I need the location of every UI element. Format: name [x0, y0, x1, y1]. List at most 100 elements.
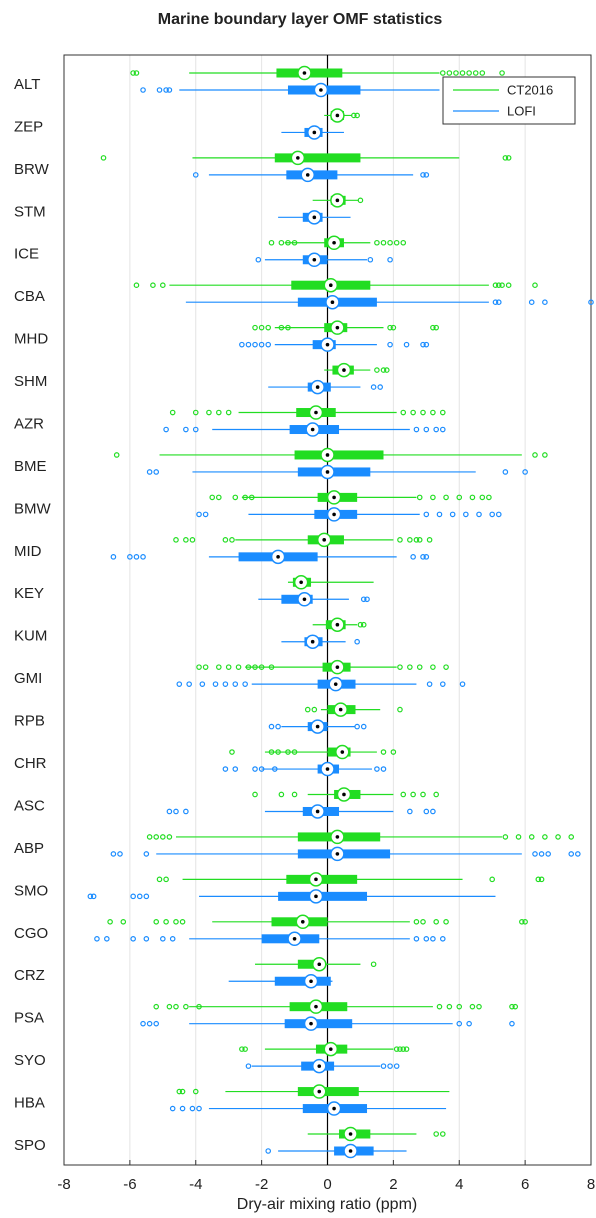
box — [284, 1019, 353, 1029]
x-tick-label: -8 — [57, 1176, 70, 1193]
outlier — [153, 834, 160, 840]
outlier — [423, 808, 430, 815]
outlier — [387, 239, 393, 246]
median-dot — [310, 639, 315, 644]
outlier — [416, 664, 423, 670]
outlier — [472, 70, 479, 76]
outlier — [192, 172, 199, 178]
outlier — [173, 918, 179, 925]
outlier — [140, 87, 146, 93]
outlier — [153, 1003, 160, 1010]
outlier — [499, 282, 505, 289]
outlier — [463, 511, 469, 518]
y-tick-label: CBA — [14, 288, 45, 305]
outlier — [387, 256, 393, 263]
median-dot — [338, 707, 343, 712]
outlier — [351, 112, 357, 119]
median-dot — [309, 979, 313, 984]
median-dot — [332, 1106, 336, 1111]
median-dot — [314, 410, 318, 415]
outlier — [426, 537, 433, 543]
outlier — [229, 749, 235, 755]
outlier — [535, 876, 542, 883]
outlier — [416, 537, 423, 543]
y-tick-label: SHM — [14, 373, 47, 390]
median-dot — [325, 470, 330, 474]
outlier — [156, 876, 163, 883]
median-dot — [325, 453, 330, 457]
median-dot — [292, 937, 297, 941]
median-dot — [325, 342, 330, 347]
outlier — [390, 324, 397, 331]
outlier — [169, 1105, 176, 1112]
outlier — [430, 409, 436, 416]
median-dot — [315, 385, 320, 389]
outlier — [258, 341, 265, 348]
outlier — [222, 681, 229, 687]
outlier — [166, 834, 173, 840]
outlier — [140, 554, 146, 560]
legend-box — [442, 76, 576, 125]
outlier — [397, 1046, 403, 1052]
outlier — [426, 681, 433, 687]
y-tick-label: MID — [14, 543, 42, 560]
outlier — [229, 537, 235, 543]
outlier — [459, 681, 466, 687]
y-tick-label: AZR — [14, 415, 44, 432]
outlier — [370, 384, 377, 390]
outlier — [255, 256, 262, 263]
outlier — [360, 596, 367, 603]
legend-label: CT2016 — [507, 82, 553, 97]
outlier — [370, 961, 377, 968]
outlier — [252, 664, 258, 670]
outlier — [107, 918, 113, 925]
outlier — [278, 239, 285, 246]
outlier — [499, 70, 505, 76]
outlier — [90, 893, 97, 900]
outlier — [357, 197, 364, 204]
median-dot — [335, 113, 340, 118]
median-dot — [332, 495, 336, 500]
y-tick-label: SMO — [14, 882, 48, 899]
median-dot — [302, 597, 307, 602]
outlier — [383, 367, 390, 373]
median-dot — [340, 750, 345, 754]
outlier — [502, 469, 509, 475]
outlier — [380, 1063, 387, 1069]
outlier — [528, 299, 535, 306]
outlier — [413, 918, 420, 925]
outlier — [364, 596, 370, 603]
outlier — [150, 282, 156, 289]
outlier — [196, 511, 202, 518]
outlier — [410, 791, 416, 798]
outlier — [469, 1003, 476, 1010]
outlier — [156, 87, 163, 93]
outlier — [420, 554, 426, 560]
outlier — [199, 681, 206, 687]
median-dot — [317, 1064, 322, 1068]
outlier — [130, 935, 136, 942]
outlier — [397, 706, 403, 713]
outlier — [430, 935, 436, 942]
outlier — [275, 723, 281, 730]
box — [294, 450, 384, 460]
outlier — [410, 554, 416, 560]
outlier — [212, 681, 219, 687]
outlier — [183, 537, 189, 543]
outlier — [113, 452, 120, 458]
outlier — [130, 70, 136, 76]
median-dot — [276, 555, 280, 559]
outlier — [275, 749, 281, 755]
outlier — [242, 1046, 248, 1052]
outlier — [456, 494, 463, 501]
y-tick-label: BME — [14, 458, 47, 475]
outlier — [196, 664, 202, 670]
outlier — [393, 239, 400, 246]
outlier — [176, 1088, 183, 1095]
outlier — [568, 834, 575, 840]
outlier — [489, 876, 495, 883]
outlier — [423, 172, 430, 178]
outlier — [285, 749, 291, 755]
outlier — [509, 1003, 515, 1010]
outlier — [476, 1003, 482, 1010]
